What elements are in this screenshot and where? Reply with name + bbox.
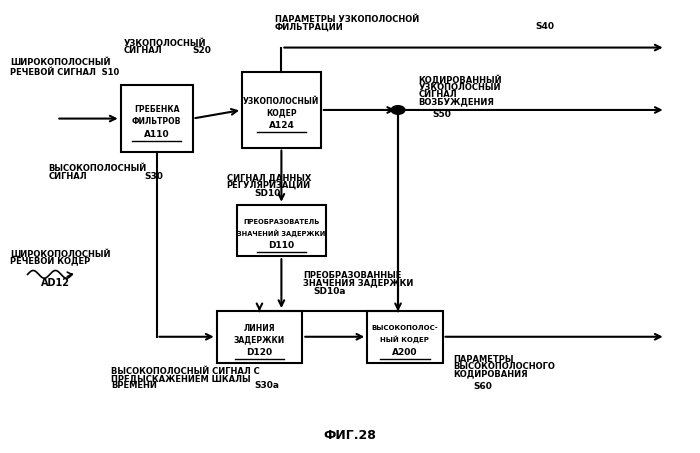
- Text: РЕЧЕВОЙ СИГНАЛ  S10: РЕЧЕВОЙ СИГНАЛ S10: [10, 67, 120, 77]
- Text: ПАРАМЕТРЫ: ПАРАМЕТРЫ: [453, 355, 513, 364]
- Text: ГРЕБЕНКА: ГРЕБЕНКА: [134, 106, 179, 115]
- Text: УЗКОПОЛОСНЫЙ: УЗКОПОЛОСНЫЙ: [124, 39, 206, 48]
- Bar: [120, 85, 192, 152]
- Text: S30a: S30a: [254, 381, 279, 390]
- Text: РЕЧЕВОЙ КОДЕР: РЕЧЕВОЙ КОДЕР: [10, 256, 91, 266]
- Text: S60: S60: [473, 382, 492, 391]
- Text: SD10a: SD10a: [314, 287, 346, 296]
- Circle shape: [391, 106, 405, 114]
- Text: ЗНАЧЕНИЙ ЗАДЕРЖКИ: ЗНАЧЕНИЙ ЗАДЕРЖКИ: [237, 229, 326, 237]
- Text: SD10: SD10: [254, 189, 280, 198]
- Text: НЫЙ КОДЕР: НЫЙ КОДЕР: [380, 336, 429, 343]
- Text: S40: S40: [536, 22, 554, 31]
- Text: S50: S50: [433, 110, 452, 119]
- Text: ПАРАМЕТРЫ УЗКОПОЛОСНОЙ: ПАРАМЕТРЫ УЗКОПОЛОСНОЙ: [274, 15, 419, 24]
- Text: ВЫСОКОПОЛОСНОГО: ВЫСОКОПОЛОСНОГО: [453, 362, 555, 371]
- Text: ФИГ.28: ФИГ.28: [323, 429, 377, 442]
- Text: A200: A200: [392, 348, 418, 357]
- Bar: [216, 311, 302, 362]
- Text: ВЫСОКОПОЛОСНЫЙ: ВЫСОКОПОЛОСНЫЙ: [48, 164, 146, 173]
- Text: A110: A110: [144, 130, 169, 139]
- Text: D120: D120: [246, 348, 272, 357]
- Text: ПРЕОБРАЗОВАННЫЕ: ПРЕОБРАЗОВАННЫЕ: [303, 271, 402, 280]
- Text: ВРЕМЕНИ: ВРЕМЕНИ: [111, 381, 157, 390]
- Text: S30: S30: [144, 172, 163, 181]
- Text: S20: S20: [193, 46, 211, 55]
- Bar: [242, 72, 321, 148]
- Text: ЗАДЕРЖКИ: ЗАДЕРЖКИ: [234, 335, 285, 344]
- Text: РЕГУЛЯРИЗАЦИИ: РЕГУЛЯРИЗАЦИИ: [227, 180, 311, 189]
- Text: ЗНАЧЕНИЯ ЗАДЕРЖКИ: ЗНАЧЕНИЯ ЗАДЕРЖКИ: [303, 279, 414, 288]
- Text: СИГНАЛ: СИГНАЛ: [124, 46, 162, 55]
- Text: AD12: AD12: [41, 279, 69, 289]
- Text: ПРЕОБРАЗОВАТЕЛЬ: ПРЕОБРАЗОВАТЕЛЬ: [243, 219, 320, 225]
- Text: ПРЕДЫСКАЖЕНИЕМ ШКАЛЫ: ПРЕДЫСКАЖЕНИЕМ ШКАЛЫ: [111, 374, 251, 383]
- Text: ШИРОКОПОЛОСНЫЙ: ШИРОКОПОЛОСНЫЙ: [10, 250, 111, 259]
- Bar: [237, 205, 326, 256]
- Text: ШИРОКОПОЛОСНЫЙ: ШИРОКОПОЛОСНЫЙ: [10, 58, 111, 67]
- Text: СИГНАЛ: СИГНАЛ: [48, 172, 87, 181]
- Text: ФИЛЬТРОВ: ФИЛЬТРОВ: [132, 117, 181, 125]
- Text: D110: D110: [268, 241, 295, 251]
- Text: СИГНАЛ: СИГНАЛ: [419, 90, 457, 99]
- Text: ЛИНИЯ: ЛИНИЯ: [244, 323, 275, 333]
- Text: КОДЕР: КОДЕР: [266, 108, 297, 117]
- Text: ВЫСОКОПОЛОС-: ВЫСОКОПОЛОС-: [372, 325, 438, 331]
- Text: ФИЛЬТРАЦИИ: ФИЛЬТРАЦИИ: [274, 22, 343, 31]
- Text: КОДИРОВАНИЯ: КОДИРОВАНИЯ: [453, 370, 528, 379]
- Text: ВЫСОКОПОЛОСНЫЙ СИГНАЛ С: ВЫСОКОПОЛОСНЫЙ СИГНАЛ С: [111, 366, 260, 376]
- Text: КОДИРОВАННЫЙ: КОДИРОВАННЫЙ: [419, 75, 502, 85]
- Bar: [367, 311, 442, 362]
- Text: СИГНАЛ ДАННЫХ: СИГНАЛ ДАННЫХ: [227, 173, 311, 182]
- Text: УЗКОПОЛОСНЫЙ: УЗКОПОЛОСНЫЙ: [419, 82, 501, 92]
- Text: A124: A124: [269, 121, 294, 130]
- Text: ВОЗБУЖДЕНИЯ: ВОЗБУЖДЕНИЯ: [419, 97, 494, 106]
- Text: УЗКОПОЛОСНЫЙ: УЗКОПОЛОСНЫЙ: [243, 97, 320, 106]
